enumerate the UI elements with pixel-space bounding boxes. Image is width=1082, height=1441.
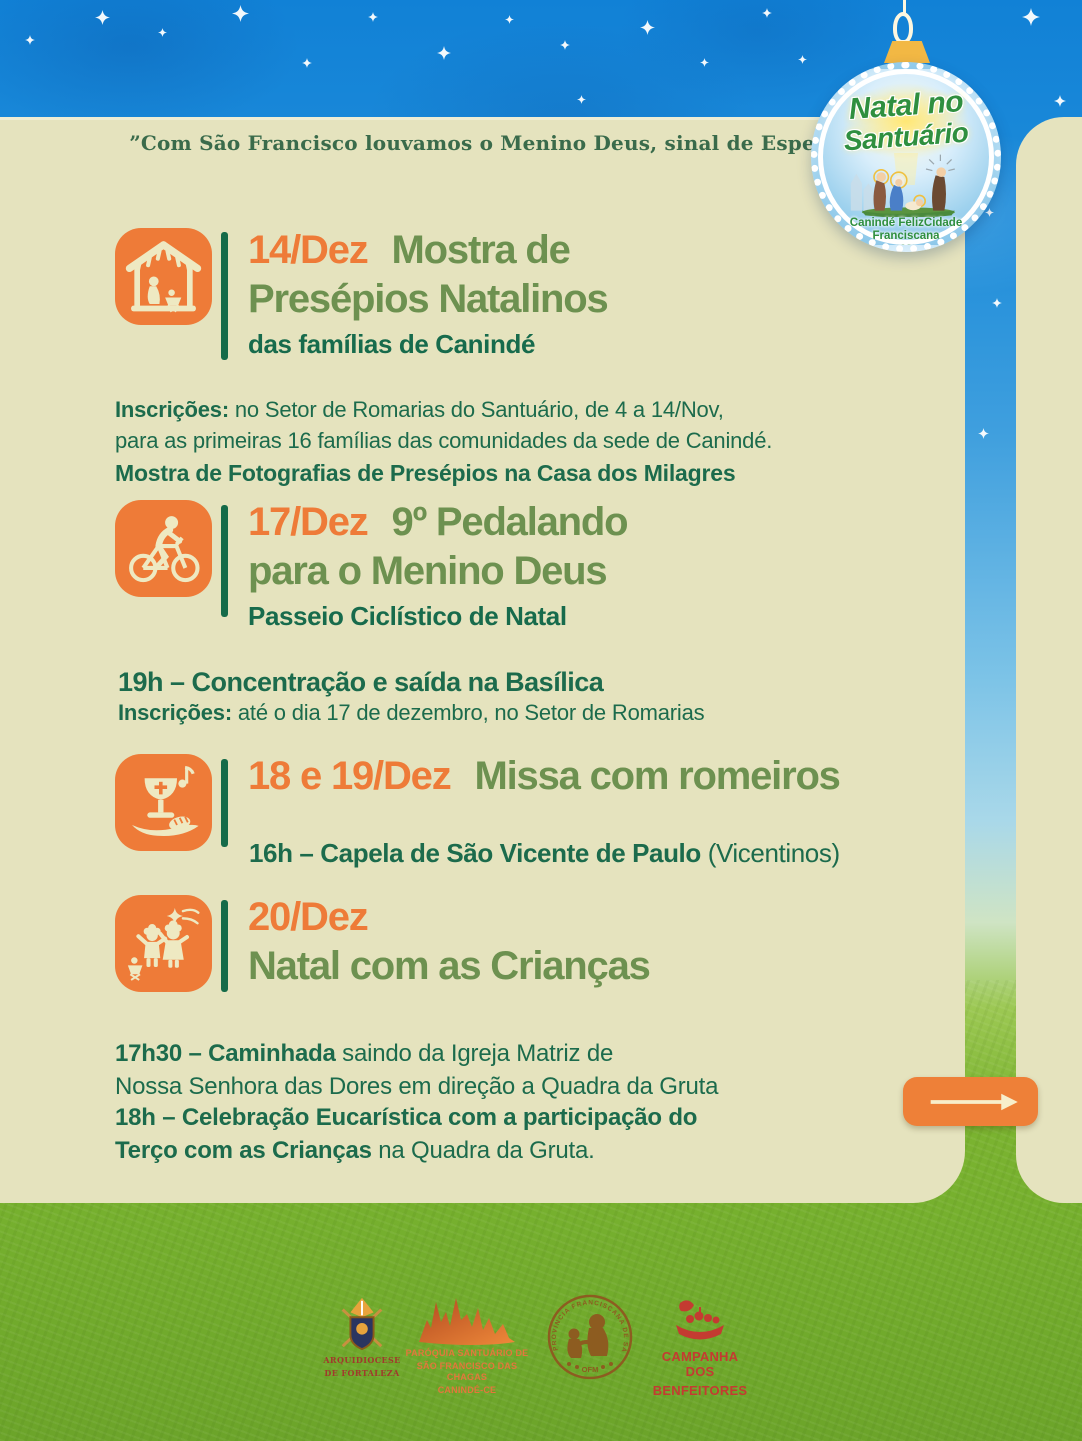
detail-bold: Mostra de Fotografias de Presépios na Ca… [115,460,736,486]
bishop-crest-icon [341,1297,383,1351]
ornament-string [903,0,906,16]
event-accent-bar [221,232,228,360]
event-detail-line: 16h – Capela de São Vicente de Paulo (Vi… [249,838,840,869]
event-detail-line: Inscrições: até o dia 17 de dezembro, no… [118,700,705,726]
star-icon [95,10,110,25]
nativity-scene-illustration [850,153,955,217]
ornament-year: 2025 [893,243,919,252]
event-subtitle: Passeio Ciclístico de Natal [248,601,567,631]
provincia-franciscana-seal: PROVÍNCIA FRANCISCANA DE SANTO ANTÔNIO D… [547,1294,633,1380]
logo-label: CAMPANHA DOS [661,1349,739,1379]
nativity-icon [115,228,212,325]
children-icon [115,895,212,992]
detail-bold: 17h30 – Caminhada [115,1040,336,1067]
campanha-benfeitores-logo: CAMPANHA DOS BENFEITORES [650,1299,750,1398]
star-icon [577,95,586,104]
detail-bold: Inscrições: [115,397,229,422]
detail-bold: 18h – Celebração Eucarística com a parti… [115,1104,698,1164]
ornament-subtitle-line2: Franciscana [872,230,940,242]
star-icon [992,298,1002,308]
logo-label: PARÓQUIA SANTUÁRIO DE [405,1348,529,1358]
ornament-subtitle-line1: Canindé FelizCidade [849,217,963,229]
event-title-line2: para o Menino Deus [248,549,608,593]
event-date: 18 e 19/Dez [248,754,452,798]
right-arrow-icon [903,1082,1038,1122]
detail-rest: até o dia 17 de dezembro, no Setor de Ro… [231,700,705,725]
event-accent-bar [221,900,228,992]
detail-rest: saindo da Igreja Matriz de Nossa Senhora… [115,1040,719,1100]
chalice-icon [115,754,212,851]
poster-quote: ”Com São Francisco louvamos o Menino Deu… [129,131,891,155]
star-icon [985,208,994,217]
detail-rest: no Setor de Romarias do Santuário, de 4 … [115,397,773,453]
event-title-line1: Mostra de [391,228,571,272]
star-icon [1054,95,1066,107]
event-detail-line: 18h – Celebração Eucarística com a parti… [115,1101,697,1167]
star-icon [560,40,570,50]
star-icon [158,28,167,37]
detail-bold: 16h – Capela de São Vicente de Paulo [249,838,701,868]
logo-label: DE FORTALEZA [324,1368,400,1378]
star-icon [232,5,249,22]
event-title-line1: 9º Pedalando [391,500,629,544]
event-title-line2: Natal com as Crianças [248,944,651,988]
star-icon [302,58,312,68]
event-title-line1: Missa com romeiros [474,754,841,798]
star-icon [1022,8,1040,26]
paroquia-santuario-logo: PARÓQUIA SANTUÁRIO DE SÃO FRANCISCO DAS … [403,1294,531,1396]
logo-label: SÃO FRANCISCO DAS CHAGAS [416,1361,518,1382]
event-detail-line: Inscrições: no Setor de Romarias do Sant… [115,394,815,456]
detail-rest: na Quadra da Gruta. [371,1137,595,1164]
star-icon [505,15,514,24]
event-detail-line: 17h30 – Caminhada saindo da Igreja Matri… [115,1037,718,1103]
event-accent-bar [221,759,228,847]
star-icon [978,428,989,439]
church-silhouette-icon [419,1298,515,1345]
star-icon [368,12,378,22]
logo-label: ARQUIDIOCESE [323,1355,401,1365]
bicycle-icon [115,500,212,597]
star-icon [437,46,451,60]
ornament-cap [884,41,930,63]
detail-rest: (Vicentinos) [700,838,840,868]
detail-bold: Inscrições: [118,700,232,725]
event-accent-bar [221,505,228,617]
event-date: 20/Dez [248,895,369,939]
logo-label: BENFEITORES [652,1383,748,1398]
star-icon [798,55,807,64]
arquidiocese-fortaleza-logo: ARQUIDIOCESE DE FORTALEZA [317,1296,407,1378]
christmas-ornament-badge: Natal no Santuário Canindé FelizCidade F… [811,62,1001,252]
detail-bold: 19h – Concentração e saída na Basílica [118,667,604,697]
event-date: 14/Dez [248,228,369,272]
event-subtitle: das famílias de Canindé [248,329,536,359]
event-date: 17/Dez [248,500,369,544]
event-detail-line: 19h – Concentração e saída na Basílica [118,667,604,698]
seal-bottom-text: OFM [582,1365,599,1374]
star-icon [25,35,35,45]
right-edge-panel [1016,117,1082,1203]
boat-with-people-icon [676,1300,724,1340]
star-icon [762,8,772,18]
ornament-glow [843,83,969,159]
ornament-loop [893,12,913,44]
star-icon [640,20,655,35]
next-arrow-button[interactable] [903,1077,1038,1126]
event-detail-line: Mostra de Fotografias de Presépios na Ca… [115,460,736,487]
logo-label: CANINDÉ-CE [437,1385,497,1395]
franciscan-seal-icon: PROVÍNCIA FRANCISCANA DE SANTO ANTÔNIO D… [547,1294,633,1380]
event-title-line2: Presépios Natalinos [248,277,609,321]
star-icon [700,58,709,67]
